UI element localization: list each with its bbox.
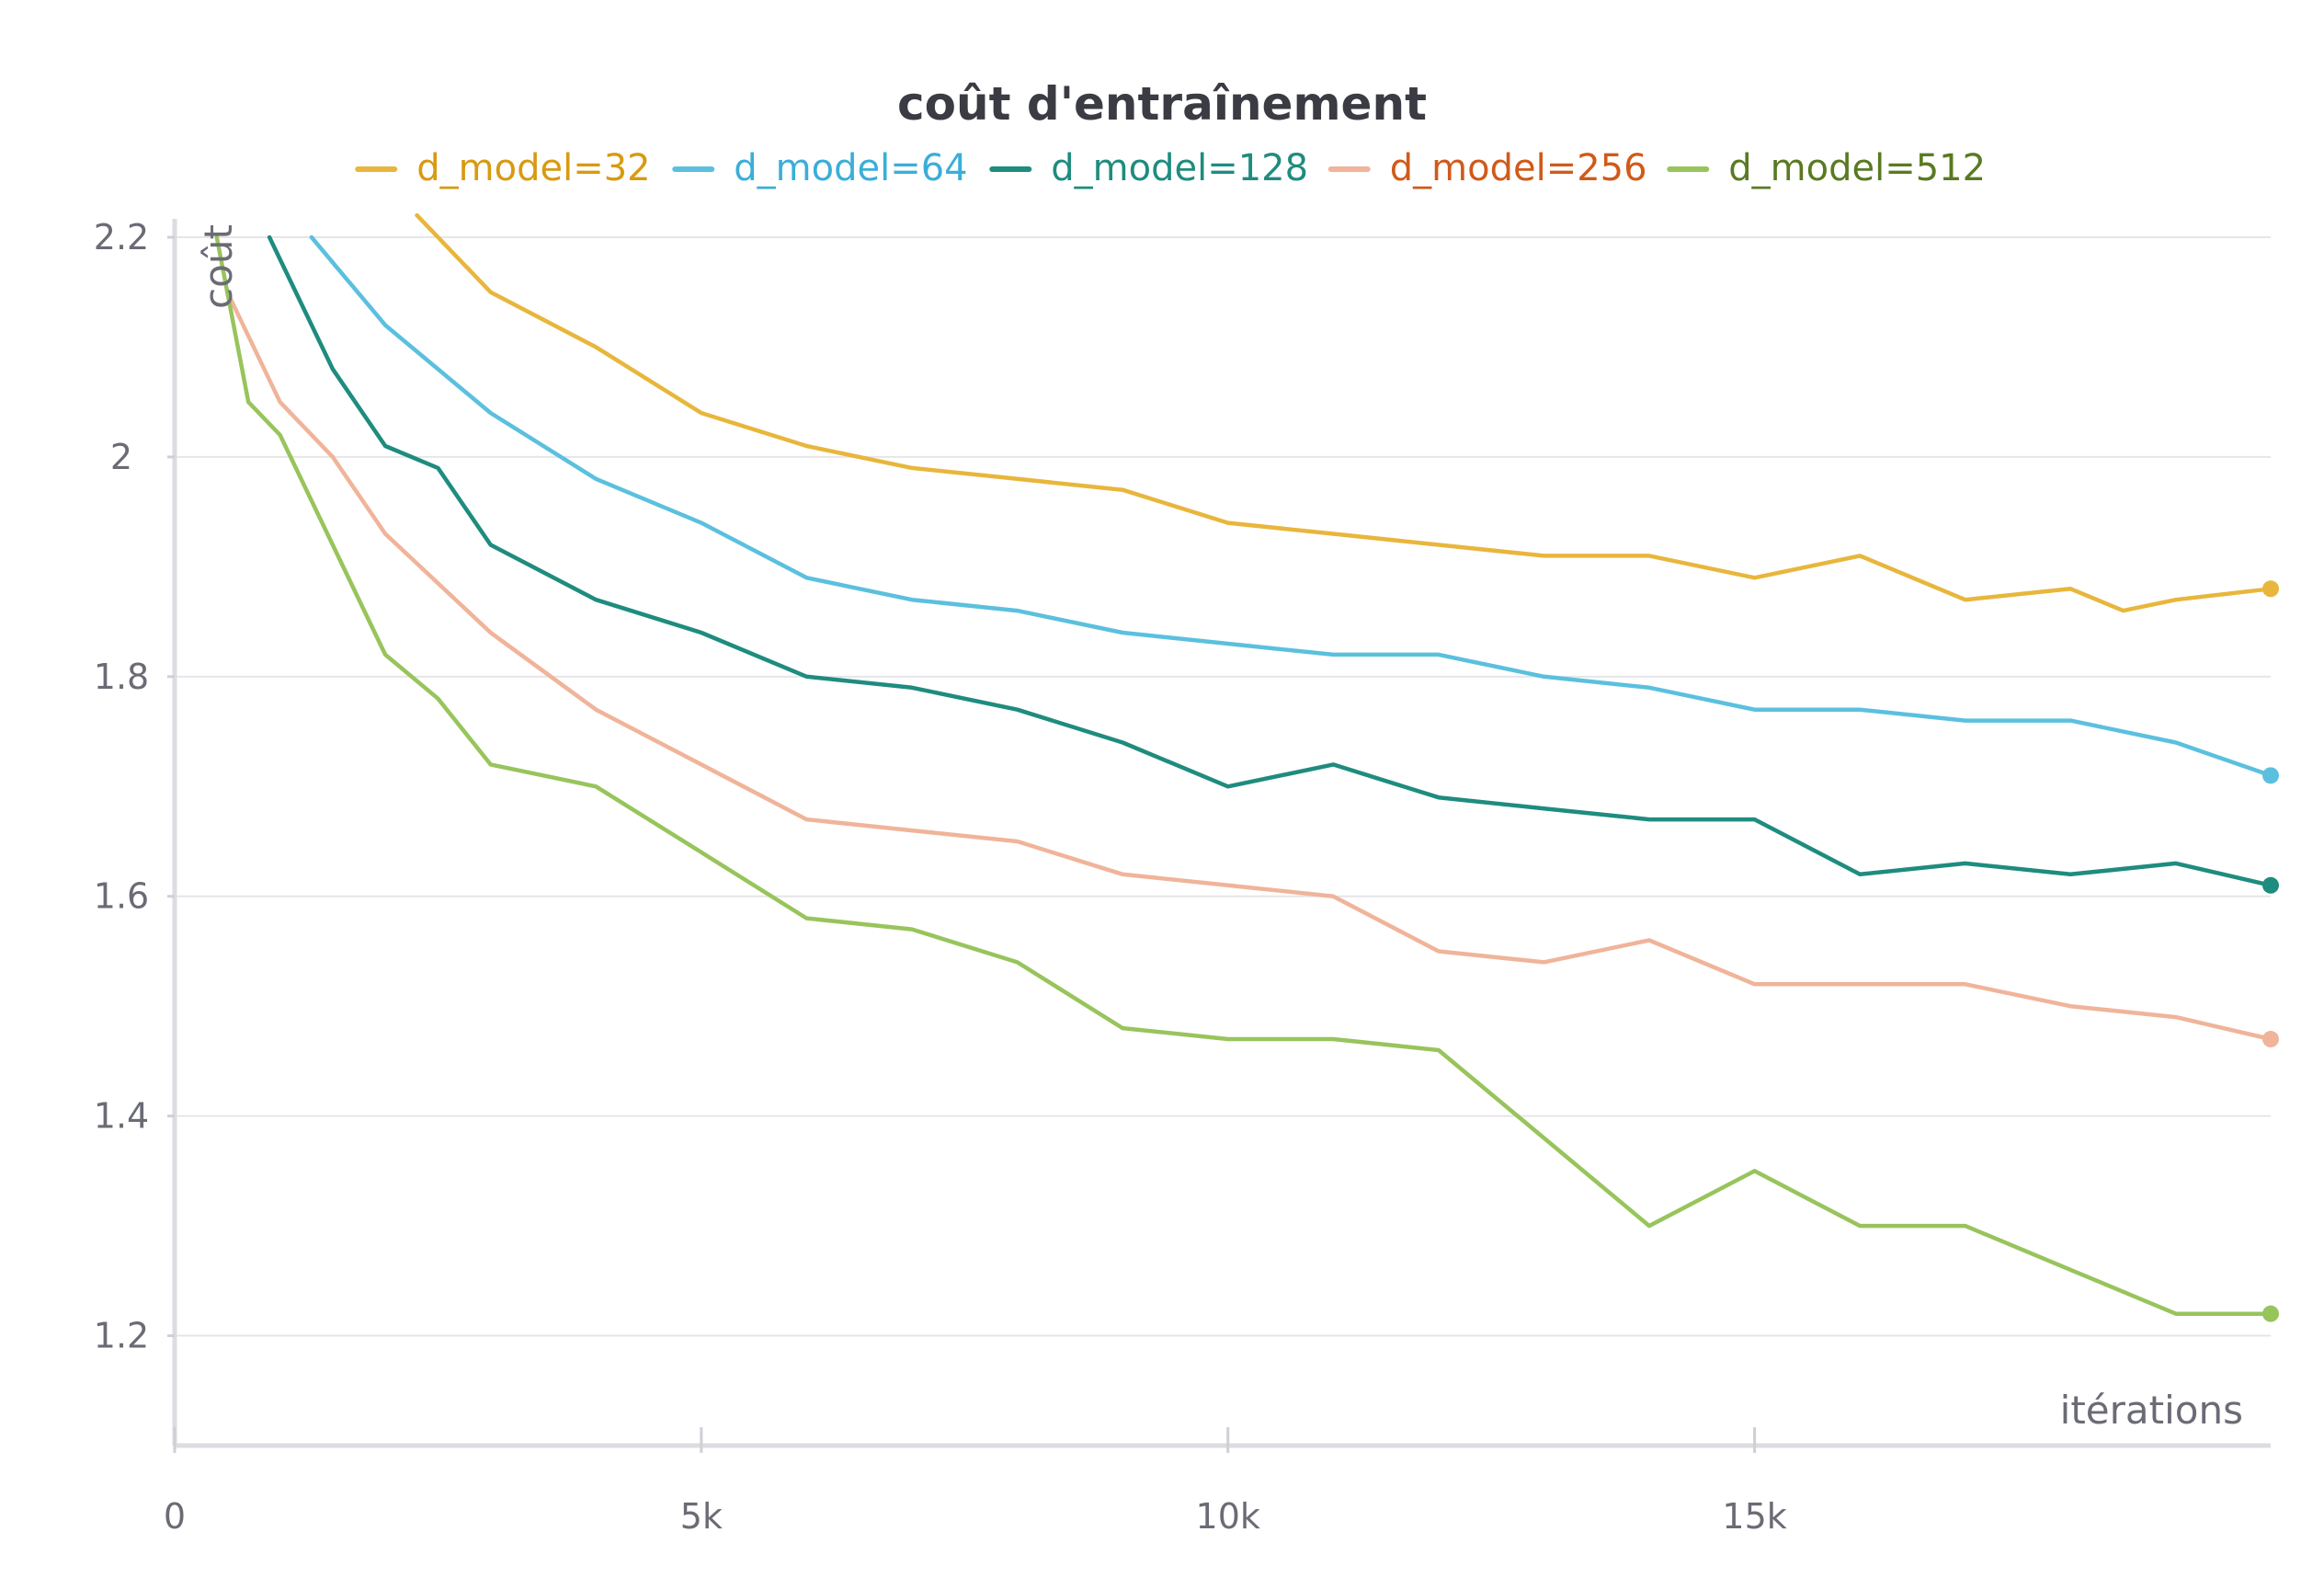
y-tick-label: 2 (110, 437, 132, 477)
y-tick-label: 1.2 (94, 1316, 149, 1356)
series-end-point (2262, 1031, 2279, 1048)
x-axis-ticks: 0 5k 10k 15k (164, 1427, 1787, 1537)
legend-item[interactable]: d_model=512 (1667, 147, 1986, 189)
series-d-model-128 (267, 234, 2279, 894)
legend-label: d_model=512 (1728, 147, 1986, 189)
legend-item[interactable]: d_model=64 (672, 147, 968, 189)
y-tick-label: 1.6 (94, 876, 149, 917)
series-line (415, 212, 2273, 613)
x-axis-label: itérations (2060, 1388, 2243, 1433)
legend[interactable]: d_model=32 d_model=64 d_model=128 d_model=2… (355, 147, 1986, 189)
legend-label: d_model=256 (1390, 147, 1647, 189)
x-tick-label: 0 (164, 1496, 186, 1537)
series-layer (214, 212, 2279, 1322)
series-d-model-256 (225, 290, 2279, 1048)
legend-label: d_model=128 (1051, 147, 1308, 189)
legend-label: d_model=32 (416, 147, 650, 189)
series-end-point (2262, 1305, 2279, 1322)
chart-title: coût d'entraînement (897, 77, 1427, 131)
series-end-point (2262, 767, 2279, 784)
series-line (225, 290, 2273, 1042)
series-d-model-512 (214, 234, 2279, 1322)
legend-label: d_model=64 (734, 147, 967, 189)
series-d-model-64 (309, 234, 2279, 784)
series-line (309, 234, 2273, 778)
y-tick-label: 1.4 (94, 1096, 149, 1137)
legend-item[interactable]: d_model=128 (989, 147, 1308, 189)
y-axis-label: coût (196, 224, 241, 309)
x-tick-label: 5k (680, 1496, 723, 1537)
legend-item[interactable]: d_model=256 (1327, 147, 1647, 189)
series-line (267, 234, 2273, 888)
series-line (214, 234, 2273, 1316)
series-end-point (2262, 580, 2279, 598)
series-d-model-32 (415, 212, 2279, 613)
y-axis-ticks: 1.2 1.4 1.6 1.8 2 2.2 (94, 217, 175, 1356)
x-tick-label: 15k (1722, 1496, 1786, 1537)
series-end-point (2262, 876, 2279, 894)
x-tick-label: 10k (1196, 1496, 1260, 1537)
y-tick-label: 2.2 (94, 217, 149, 257)
axes (172, 219, 2271, 1448)
y-tick-label: 1.8 (94, 657, 149, 697)
grid-lines (175, 236, 2271, 1337)
legend-item[interactable]: d_model=32 (355, 147, 651, 189)
